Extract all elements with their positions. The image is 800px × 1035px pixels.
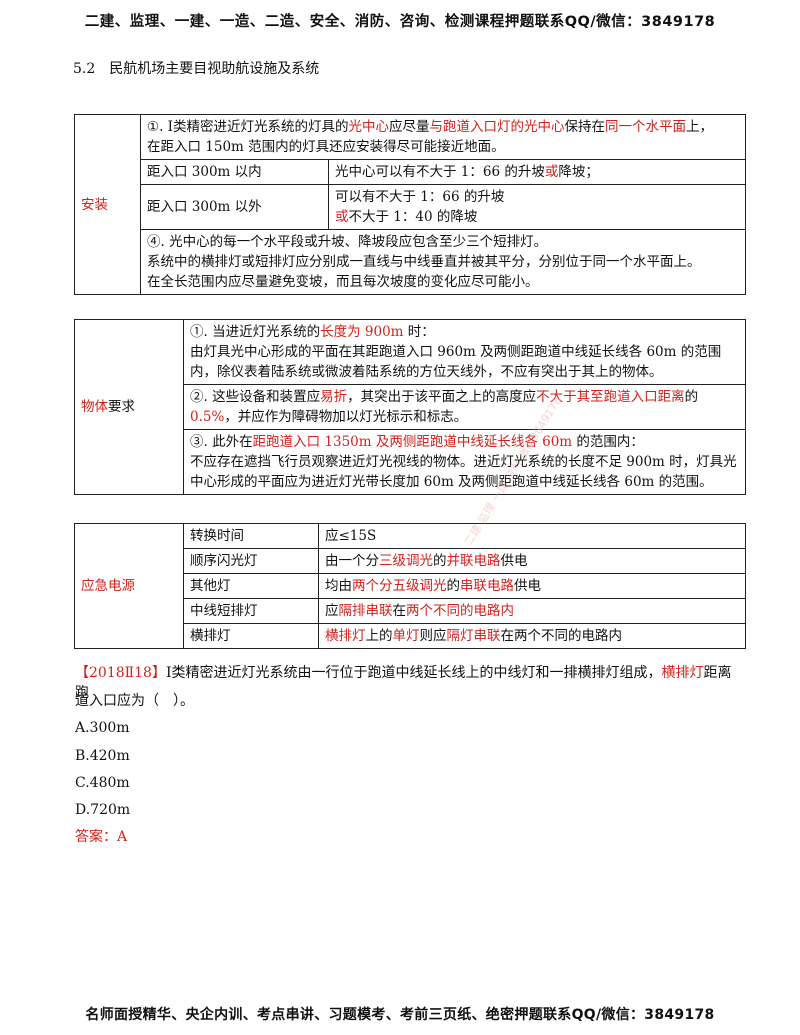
page-footer: 名师面授精华、央企内训、考点串讲、习题模考、考前三页纸、绝密押题联系QQ/微信：… — [85, 1007, 715, 1023]
question-stem-line2: 道入口应为（ ）。 — [75, 693, 194, 709]
install-row-2-right: 光中心可以有不大于 1：66 的升坡或降坡； — [328, 159, 746, 185]
objects-row-1: ①. 当进近灯光系统的长度为 900m 时： 由灯具光中心形成的平面在其距跑道入口… — [183, 319, 746, 385]
power-row-name: 转换时间 — [183, 523, 319, 549]
install-row-4: ④. 光中心的每一个水平段或升坡、降坡段应包含至少三个短排灯。 系统中的横排灯或… — [140, 229, 746, 295]
page-header: 二建、监理、一建、一造、二造、安全、消防、咨询、检测课程押题联系QQ/微信：38… — [84, 14, 716, 30]
power-row-value: 均由两个分五级调光的串联电路供电 — [318, 573, 746, 599]
power-row-name: 中线短排灯 — [183, 598, 319, 624]
install-table: 安装 ①. Ⅰ类精密进近灯光系统的灯具的光中心应尽量与跑道入口灯的光中心保持在同… — [74, 114, 746, 295]
power-table: 应急电源 转换时间 应≤15S 顺序闪光灯 由一个分三级调光的并联电路供电 其他… — [74, 523, 746, 649]
option-d: D.720m — [75, 802, 131, 818]
power-row-value: 应≤15S — [318, 523, 746, 549]
objects-label: 物体要求 — [74, 319, 184, 495]
objects-table: 物体要求 ①. 当进近灯光系统的长度为 900m 时： 由灯具光中心形成的平面在其… — [74, 319, 746, 495]
install-row-1: ①. Ⅰ类精密进近灯光系统的灯具的光中心应尽量与跑道入口灯的光中心保持在同一个水… — [140, 114, 746, 160]
install-row-2-left: 距入口 300m 以内 — [140, 159, 329, 185]
power-row-value: 应隔排串联在两个不同的电路内 — [318, 598, 746, 624]
power-row-name: 其他灯 — [183, 573, 319, 599]
option-c: C.480m — [75, 775, 130, 791]
install-label: 安装 — [74, 114, 141, 295]
option-b: B.420m — [75, 748, 130, 764]
objects-row-3: ③. 此外在距跑道入口 1350m 及两侧距跑道中线延长线各 60m 的范围内：… — [183, 429, 746, 495]
question-stem: 【2018Ⅱ18】Ⅰ类精密进近灯光系统由一行位于跑道中线延长线上的中线灯和一排横… — [75, 665, 732, 701]
answer: 答案：A — [75, 829, 128, 845]
option-a: A.300m — [75, 720, 130, 736]
install-row-3-right: 可以有不大于 1：66 的升坡 或不大于 1：40 的降坡 — [328, 184, 746, 230]
objects-row-2: ②. 这些设备和装置应易折，其突出于该平面之上的高度应不大于其至跑道入口距离的 0… — [183, 384, 746, 430]
power-label: 应急电源 — [74, 523, 184, 649]
power-row-value: 由一个分三级调光的并联电路供电 — [318, 548, 746, 574]
power-row-name: 横排灯 — [183, 623, 319, 649]
power-row-name: 顺序闪光灯 — [183, 548, 319, 574]
question-tag: 【2018Ⅱ18】 — [75, 665, 166, 681]
power-row-value: 横排灯上的单灯则应隔灯串联在两个不同的电路内 — [318, 623, 746, 649]
section-title: 5.2 民航机场主要目视助航设施及系统 — [73, 61, 320, 77]
install-row-3-left: 距入口 300m 以外 — [140, 184, 329, 230]
